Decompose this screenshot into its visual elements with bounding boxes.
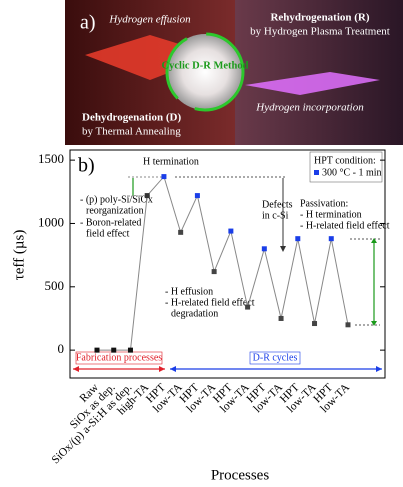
data-point <box>312 321 317 326</box>
y-axis-label: τeff (µs) <box>11 230 27 281</box>
data-point <box>178 230 183 235</box>
y-tick-label: 1500 <box>38 151 64 166</box>
chart: b) τeff (µs) Processes H termination - (… <box>11 150 389 483</box>
arrowhead <box>159 366 165 372</box>
range-label: Fabrication processes <box>76 352 162 363</box>
arrowhead <box>280 246 286 252</box>
text: Dehydrogenation (D) <box>82 112 181 124</box>
y-tick-label: 1000 <box>38 214 64 229</box>
annotation: Passivation: <box>300 198 348 209</box>
data-point <box>128 348 133 353</box>
annotation: - H termination <box>300 209 362 220</box>
annotation: Defects <box>262 199 293 210</box>
legend-text: 300 °C - 1 min <box>322 167 382 178</box>
arrowhead <box>170 366 176 372</box>
y-tick-label: 0 <box>58 341 65 356</box>
data-point <box>295 236 300 241</box>
text: Rehydrogenation (R) <box>270 12 369 24</box>
annotation: H termination <box>143 156 199 167</box>
data-point <box>95 348 100 353</box>
data-point <box>329 236 334 241</box>
data-point <box>161 174 166 179</box>
annotation: field effect <box>86 228 130 239</box>
legend-title: HPT condition: <box>314 155 376 166</box>
annotation: degradation <box>171 308 218 319</box>
text: by Thermal Annealing <box>82 126 181 138</box>
annotation: - H-related field effect <box>300 220 390 231</box>
data-point <box>245 305 250 310</box>
figure: a) Hydrogen effusion Rehydrogenation (R)… <box>0 0 403 487</box>
text: Hydrogen incorporation <box>255 102 364 114</box>
illustration: a) Hydrogen effusion Rehydrogenation (R)… <box>65 0 403 145</box>
data-point <box>279 316 284 321</box>
data-point <box>195 193 200 198</box>
annotation: - H-related field effect <box>165 297 255 308</box>
x-axis-label: Processes <box>211 467 269 483</box>
data-point <box>145 193 150 198</box>
arrowhead <box>376 366 382 372</box>
annotation: - Boron-related <box>80 217 141 228</box>
data-point <box>262 246 267 251</box>
data-point <box>212 269 217 274</box>
panel-label: b) <box>78 155 95 177</box>
text: Hydrogen effusion <box>108 14 191 26</box>
panel-label: a) <box>80 12 96 34</box>
text: Cyclic D-R Method <box>162 60 249 71</box>
annotation: - H effusion <box>165 286 213 297</box>
annotation: in c-Si <box>262 210 289 221</box>
data-point <box>111 348 116 353</box>
plot-frame <box>70 150 385 378</box>
arrowhead <box>73 366 79 372</box>
legend-marker <box>314 170 319 175</box>
cycle-circle <box>167 34 243 110</box>
data-point <box>346 322 351 327</box>
annotation: reorganization <box>86 205 144 216</box>
data-point <box>228 229 233 234</box>
range-label: D-R cycles <box>253 352 298 363</box>
y-tick-label: 500 <box>45 278 65 293</box>
text: by Hydrogen Plasma Treatment <box>250 26 390 38</box>
